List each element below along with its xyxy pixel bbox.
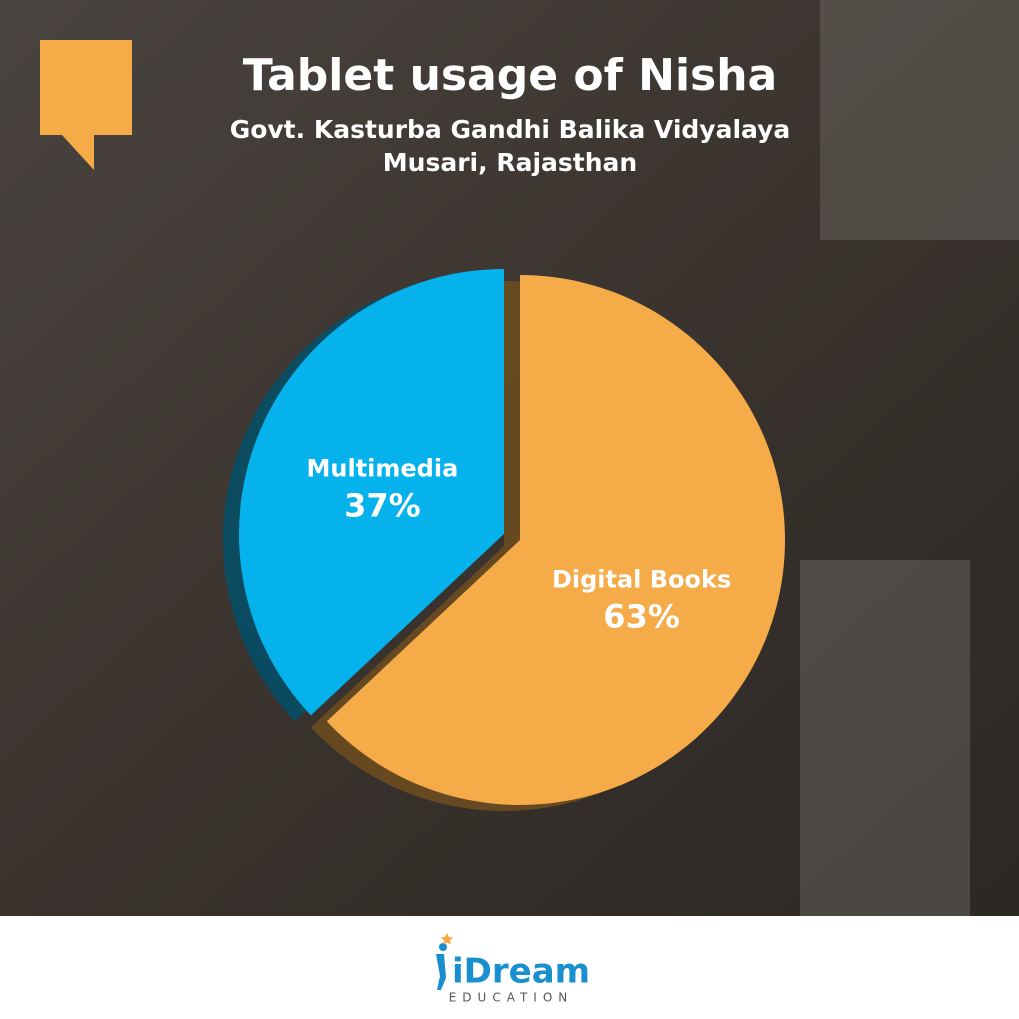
speech-icon (40, 40, 132, 170)
chart-title: Tablet usage of Nisha (243, 50, 777, 101)
slice (326, 275, 785, 805)
logo: iDream EDUCATION (436, 933, 590, 1005)
logo-tagline: EDUCATION (449, 991, 574, 1005)
background-figure (800, 560, 970, 916)
subtitle: Musari, Rajasthan (383, 148, 637, 177)
pie: Digital Books 63% Multimedia 37% (223, 269, 785, 811)
logo-icon (436, 954, 446, 990)
logo-star (441, 933, 453, 945)
background-wall (820, 0, 1019, 240)
slice (239, 269, 505, 716)
logo-icon (439, 943, 447, 951)
value-label: 63% (603, 598, 680, 636)
logo-text: iDream (452, 952, 590, 992)
subtitle: Govt. Kasturba Gandhi Balika Vidyalaya (230, 115, 791, 144)
slice-label: Multimedia (307, 454, 459, 482)
value-label: 37% (344, 486, 421, 524)
footer-band (0, 916, 1019, 1019)
slice-label: Digital Books (552, 566, 731, 594)
